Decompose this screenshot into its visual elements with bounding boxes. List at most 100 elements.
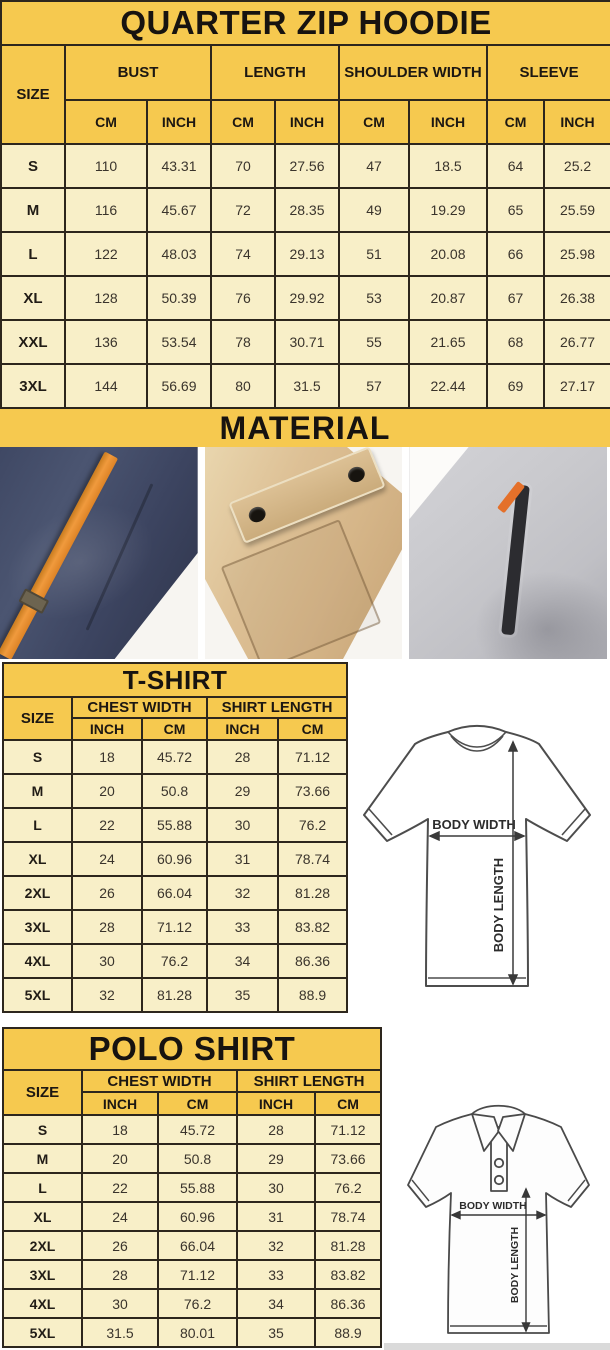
value-cell: 35 xyxy=(206,977,279,1013)
size-cell: 3XL xyxy=(2,1259,83,1290)
collar-rib-line xyxy=(447,731,507,748)
table-row: S 18 45.72 28 71.12 xyxy=(2,739,349,775)
hoodie-size-table: QUARTER ZIP HOODIE SIZE BUST LENGTH SHOU… xyxy=(0,0,610,409)
table-row: M 116 45.67 72 28.35 49 19.29 65 25.59 xyxy=(0,187,610,233)
value-cell: 128 xyxy=(64,275,148,321)
value-cell: 55 xyxy=(338,319,410,365)
col-header-shirt-length: SHIRT LENGTH xyxy=(235,1069,383,1093)
col-header-chest-width: CHEST WIDTH xyxy=(81,1069,238,1093)
value-cell: 76.2 xyxy=(276,807,349,843)
col-header-shoulder-width: SHOULDER WIDTH xyxy=(338,44,488,101)
body-width-label: BODY WIDTH xyxy=(459,1200,526,1212)
value-cell: 60.96 xyxy=(141,841,208,877)
col-header-shirt-length: SHIRT LENGTH xyxy=(205,696,349,719)
table-row: 3XL 28 71.12 33 83.82 xyxy=(2,909,349,945)
size-cell: XL xyxy=(0,275,66,321)
value-cell: 73.66 xyxy=(313,1143,383,1174)
value-cell: 32 xyxy=(206,875,279,911)
value-cell: 66 xyxy=(486,231,545,277)
value-cell: 122 xyxy=(64,231,148,277)
polo-button xyxy=(493,1174,505,1186)
unit-header: INCH xyxy=(274,99,340,145)
table-row: 2XL 26 66.04 32 81.28 xyxy=(2,1230,383,1261)
material-banner: MATERIAL xyxy=(0,409,610,447)
value-cell: 26.77 xyxy=(542,319,610,365)
value-cell: 88.9 xyxy=(276,977,349,1013)
table-row: M 20 50.8 29 73.66 xyxy=(2,773,349,809)
cuff-line xyxy=(411,1179,430,1202)
value-cell: 76 xyxy=(210,275,276,321)
unit-header: CM xyxy=(210,99,276,145)
body-length-arrow xyxy=(521,1187,531,1333)
value-cell: 55.88 xyxy=(157,1172,238,1203)
value-cell: 67 xyxy=(486,275,545,321)
value-cell: 66.04 xyxy=(157,1230,238,1261)
table-row: L 122 48.03 74 29.13 51 20.08 66 25.98 xyxy=(0,231,610,277)
polo-unit-header-row: INCH CM INCH CM xyxy=(3,1091,383,1116)
unit-header: INCH xyxy=(408,99,488,145)
body-length-label: BODY LENGTH xyxy=(491,858,506,952)
value-cell: 35 xyxy=(236,1317,316,1348)
size-cell: 2XL xyxy=(2,1230,83,1261)
col-header-size: SIZE xyxy=(2,696,73,741)
polo-collar-right-lapel xyxy=(497,1113,526,1152)
value-cell: 31.5 xyxy=(274,363,340,409)
tshirt-measurement-diagram: BODY WIDTH BODY LENGTH xyxy=(363,725,591,987)
polo-group-header-row: SIZE CHEST WIDTH SHIRT LENGTH xyxy=(2,1069,383,1116)
cuff-line xyxy=(567,1179,586,1202)
value-cell: 27.56 xyxy=(274,143,340,189)
value-cell: 66.04 xyxy=(141,875,208,911)
value-cell: 49 xyxy=(338,187,410,233)
value-cell: 25.59 xyxy=(542,187,610,233)
value-cell: 51 xyxy=(338,231,410,277)
col-header-bust: BUST xyxy=(64,44,212,101)
value-cell: 71.12 xyxy=(141,909,208,945)
value-cell: 71.12 xyxy=(157,1259,238,1290)
value-cell: 31 xyxy=(236,1201,316,1232)
value-cell: 48.03 xyxy=(146,231,212,277)
value-cell: 80 xyxy=(210,363,276,409)
table-row: XXL 136 53.54 78 30.71 55 21.65 68 26.77 xyxy=(0,319,610,365)
table-row: 5XL 31.5 80.01 35 88.9 xyxy=(2,1317,383,1348)
value-cell: 26.38 xyxy=(542,275,610,321)
body-width-label: BODY WIDTH xyxy=(432,817,516,832)
table-row: 4XL 30 76.2 34 86.36 xyxy=(2,943,349,979)
tshirt-section: T-SHIRT SIZE CHEST WIDTH SHIRT LENGTH IN… xyxy=(0,662,610,1017)
polo-button xyxy=(493,1157,505,1169)
unit-header: CM xyxy=(338,99,410,145)
unit-header: CM xyxy=(141,717,208,741)
value-cell: 47 xyxy=(338,143,410,189)
value-cell: 19.29 xyxy=(408,187,488,233)
value-cell: 26 xyxy=(81,1230,159,1261)
value-cell: 76.2 xyxy=(141,943,208,979)
unit-header: CM xyxy=(157,1091,238,1116)
value-cell: 72 xyxy=(210,187,276,233)
value-cell: 34 xyxy=(206,943,279,979)
unit-header: INCH xyxy=(71,717,143,741)
table-row: L 22 55.88 30 76.2 xyxy=(2,807,349,843)
polo-title-row: POLO SHIRT xyxy=(1,1027,383,1071)
table-row: S 110 43.31 70 27.56 47 18.5 64 25.2 xyxy=(0,143,610,189)
unit-header: CM xyxy=(313,1091,383,1116)
value-cell: 29.92 xyxy=(274,275,340,321)
value-cell: 29 xyxy=(206,773,279,809)
material-photo-gray-zipper xyxy=(409,447,608,659)
value-cell: 33 xyxy=(206,909,279,945)
polo-section: POLO SHIRT SIZE CHEST WIDTH SHIRT LENGTH… xyxy=(0,1027,610,1350)
tshirt-unit-header-row: INCH CM INCH CM xyxy=(3,717,349,741)
value-cell: 32 xyxy=(71,977,143,1013)
size-cell: L xyxy=(2,807,73,843)
table-row: 4XL 30 76.2 34 86.36 xyxy=(2,1288,383,1319)
value-cell: 50.8 xyxy=(141,773,208,809)
value-cell: 29 xyxy=(236,1143,316,1174)
value-cell: 53.54 xyxy=(146,319,212,365)
polo-measurement-diagram: BODY WIDTH BODY LENGTH xyxy=(407,1104,590,1334)
tshirt-title-row: T-SHIRT xyxy=(1,662,349,698)
value-cell: 28 xyxy=(71,909,143,945)
unit-header: INCH xyxy=(542,99,610,145)
table-row: M 20 50.8 29 73.66 xyxy=(2,1143,383,1174)
polo-size-table: POLO SHIRT SIZE CHEST WIDTH SHIRT LENGTH… xyxy=(1,1027,383,1348)
value-cell: 24 xyxy=(71,841,143,877)
unit-header: INCH xyxy=(146,99,212,145)
tshirt-outline xyxy=(363,725,591,987)
